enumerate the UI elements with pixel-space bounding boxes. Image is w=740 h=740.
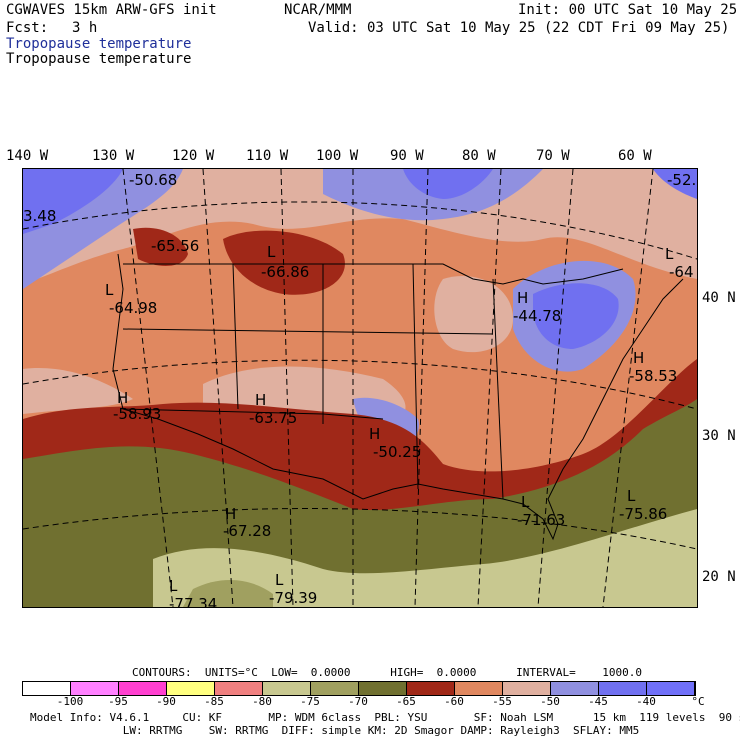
lon-label-60w: 60 W (618, 148, 652, 164)
boundaries (112, 253, 684, 541)
low-pressure-symbol: L (665, 245, 674, 263)
legend-tick-label: -85 (204, 695, 224, 708)
map-value-label: -64 (669, 263, 694, 281)
model-title: CGWAVES 15km ARW-GFS init (6, 2, 217, 18)
field-blue-ne (653, 169, 697, 199)
field-blue-north (403, 169, 493, 199)
high-pressure-symbol: H (117, 389, 128, 407)
field-darkred-northwest (133, 227, 188, 266)
high-pressure-symbol: H (255, 391, 266, 409)
legend-swatch (311, 682, 359, 695)
legend-swatch (119, 682, 167, 695)
lat-label-40n: 40 N (702, 290, 736, 306)
legend-swatch (263, 682, 311, 695)
lat-label-20n: 20 N (702, 569, 736, 585)
map-labels: -50.68 3.48 -65.56 L -66.86 L -64.98 H -… (23, 171, 696, 608)
lon-label-100w: 100 W (316, 148, 359, 164)
high-pressure-symbol: H (633, 349, 644, 367)
legend-swatch (503, 682, 551, 695)
map-value-label: -64.98 (109, 299, 157, 317)
map-value-label: -63.75 (249, 409, 297, 427)
map-value-label: -50.25 (373, 443, 421, 461)
lat-label-30n: 30 N (702, 428, 736, 444)
lon-label-130w: 130 W (92, 148, 135, 164)
valid-time: Valid: 03 UTC Sat 10 May 25 (22 CDT Fri … (308, 20, 730, 36)
high-pressure-symbol: H (369, 425, 380, 443)
legend-tick-label: -55 (492, 695, 512, 708)
field-blue-northeast (533, 283, 619, 349)
contours-info: CONTOURS: UNITS=°C LOW= 0.0000 HIGH= 0.0… (132, 666, 642, 679)
legend-unit: °C (691, 695, 705, 708)
legend-swatch (551, 682, 599, 695)
legend-tick-label: -90 (156, 695, 176, 708)
legend-tick-label: -80 (252, 695, 272, 708)
field-title-secondary: Tropopause temperature (6, 51, 192, 67)
legend-tick-label: -100 (56, 695, 84, 708)
map-value-label: -79.39 (269, 589, 317, 607)
map-value-label: -71.63 (517, 511, 565, 529)
fcst-label: Fcst: (6, 20, 49, 36)
legend-swatch (647, 682, 695, 695)
legend-swatch (407, 682, 455, 695)
high-pressure-symbol: H (225, 505, 236, 523)
map-value-label: 3.48 (23, 207, 56, 225)
legend-swatch (167, 682, 215, 695)
legend-swatch (359, 682, 407, 695)
low-pressure-symbol: L (169, 577, 178, 595)
low-pressure-symbol: L (627, 487, 636, 505)
lon-label-70w: 70 W (536, 148, 570, 164)
lon-label-120w: 120 W (172, 148, 215, 164)
field-khaki-south (183, 579, 273, 607)
legend-swatch (215, 682, 263, 695)
map-value-label: -77.34 (169, 595, 217, 608)
legend-tick-label: -95 (108, 695, 128, 708)
legend-swatch (71, 682, 119, 695)
legend-tick-label: -60 (444, 695, 464, 708)
init-time: Init: 00 UTC Sat 10 May 25 (518, 2, 738, 18)
legend-tick-label: -75 (300, 695, 320, 708)
tropopause-temperature-map: -50.68 3.48 -65.56 L -66.86 L -64.98 H -… (22, 168, 698, 608)
low-pressure-symbol: L (275, 571, 284, 589)
high-pressure-symbol: H (517, 289, 528, 307)
field-title-primary: Tropopause temperature (6, 36, 192, 52)
low-pressure-symbol: L (105, 281, 114, 299)
lon-label-110w: 110 W (246, 148, 289, 164)
field-light-north (23, 169, 697, 284)
model-info-line2: LW: RRTMG SW: RRTMG DIFF: simple KM: 2D … (30, 724, 640, 737)
org-label: NCAR/MMM (284, 2, 352, 18)
legend-swatch (599, 682, 647, 695)
legend-tick-label: -50 (540, 695, 560, 708)
legend-swatch (23, 682, 71, 695)
low-pressure-symbol: L (267, 243, 276, 261)
map-value-label: -44.78 (513, 307, 561, 325)
model-info-line1: Model Info: V4.6.1 CU: KF MP: WDM 6class… (30, 711, 740, 724)
map-value-label: -75.86 (619, 505, 667, 523)
field-paleolive-south (153, 509, 697, 607)
map-value-label: -50.68 (129, 171, 177, 189)
map-value-label: -65.56 (151, 237, 199, 255)
graticule (23, 169, 697, 607)
field-light-west (23, 368, 133, 414)
map-value-label: -58.93 (113, 405, 161, 423)
legend-tick-label: -65 (396, 695, 416, 708)
map-value-label: -66.86 (261, 263, 309, 281)
map-value-label: -67.28 (223, 522, 271, 540)
fcst-value: 3 h (72, 20, 98, 36)
legend-swatch (455, 682, 503, 695)
legend-tick-label: -40 (636, 695, 656, 708)
color-legend (22, 681, 696, 696)
legend-tick-label: -70 (348, 695, 368, 708)
map-value-label: -52. (667, 171, 696, 189)
legend-tick-label: -45 (588, 695, 608, 708)
field-blue-nw (23, 169, 123, 234)
map-value-label: -58.53 (629, 367, 677, 385)
lon-label-90w: 90 W (390, 148, 424, 164)
lon-label-80w: 80 W (462, 148, 496, 164)
lon-label-140w: 140 W (6, 148, 49, 164)
low-pressure-symbol: L (521, 493, 530, 511)
